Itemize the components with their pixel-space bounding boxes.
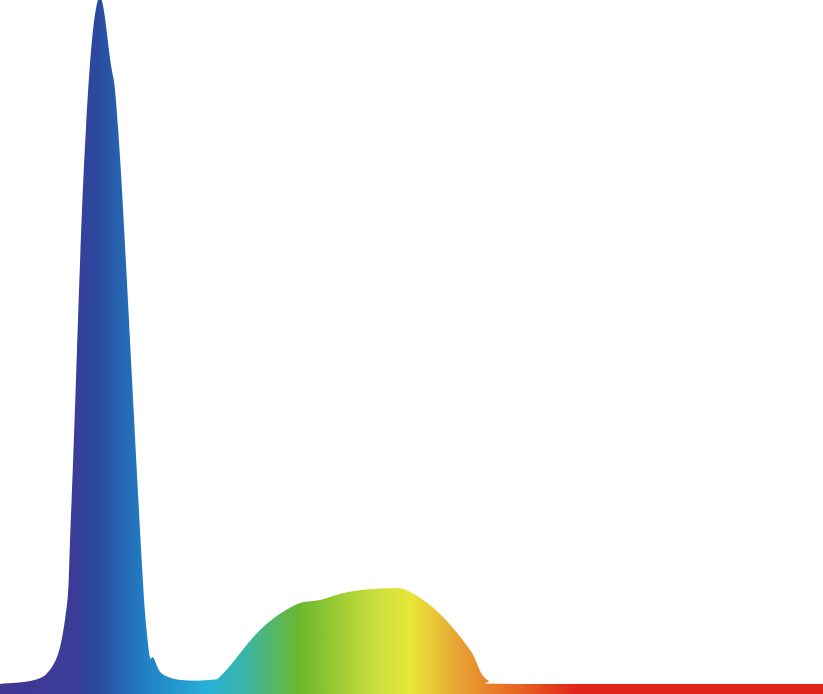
spectrum-baseline-band [0,684,823,694]
